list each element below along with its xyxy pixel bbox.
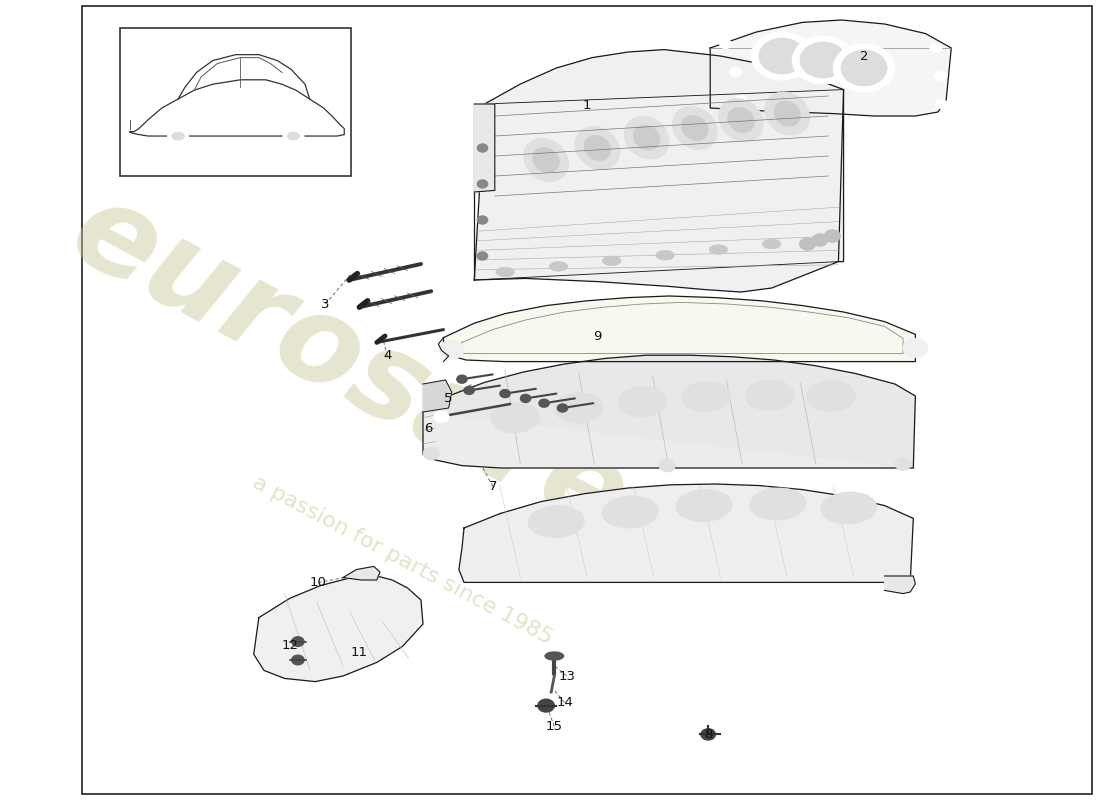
- Circle shape: [477, 144, 487, 152]
- Text: 10: 10: [310, 576, 327, 589]
- Text: 14: 14: [557, 696, 573, 709]
- Ellipse shape: [821, 492, 877, 524]
- Polygon shape: [884, 576, 915, 594]
- Circle shape: [477, 252, 487, 260]
- Circle shape: [434, 411, 449, 422]
- Circle shape: [842, 50, 888, 86]
- Circle shape: [935, 99, 947, 109]
- Polygon shape: [443, 296, 915, 362]
- Ellipse shape: [496, 267, 515, 277]
- Ellipse shape: [718, 98, 763, 142]
- Ellipse shape: [603, 256, 622, 266]
- Polygon shape: [424, 355, 915, 468]
- Ellipse shape: [618, 386, 667, 417]
- Ellipse shape: [554, 393, 604, 423]
- Ellipse shape: [745, 380, 794, 410]
- Circle shape: [735, 95, 747, 105]
- Text: 7: 7: [488, 480, 497, 493]
- Ellipse shape: [524, 138, 569, 182]
- Polygon shape: [474, 50, 844, 292]
- Ellipse shape: [682, 382, 730, 412]
- Ellipse shape: [682, 115, 708, 141]
- Ellipse shape: [675, 490, 733, 522]
- Circle shape: [751, 32, 813, 80]
- Ellipse shape: [528, 506, 584, 538]
- Circle shape: [759, 38, 805, 74]
- Ellipse shape: [167, 130, 188, 142]
- Ellipse shape: [491, 402, 540, 433]
- Circle shape: [729, 67, 743, 77]
- Text: 3: 3: [321, 298, 330, 310]
- Text: 6: 6: [424, 422, 432, 435]
- Polygon shape: [343, 566, 379, 580]
- Ellipse shape: [672, 106, 717, 150]
- Circle shape: [538, 699, 554, 712]
- Circle shape: [520, 394, 530, 402]
- Ellipse shape: [584, 135, 610, 161]
- Text: 12: 12: [282, 639, 298, 652]
- Ellipse shape: [710, 245, 727, 254]
- Text: 4: 4: [383, 350, 392, 362]
- Ellipse shape: [806, 381, 856, 411]
- Ellipse shape: [172, 132, 185, 140]
- Circle shape: [930, 43, 942, 53]
- Text: 1: 1: [583, 99, 592, 112]
- Circle shape: [792, 36, 854, 84]
- Text: eurosares: eurosares: [52, 171, 712, 597]
- Ellipse shape: [283, 130, 304, 142]
- Bar: [120, 28, 351, 176]
- Ellipse shape: [750, 488, 806, 520]
- Circle shape: [834, 44, 894, 92]
- Circle shape: [477, 216, 487, 224]
- Polygon shape: [424, 380, 452, 412]
- Circle shape: [499, 390, 510, 398]
- Ellipse shape: [602, 496, 659, 528]
- Ellipse shape: [546, 652, 563, 660]
- Circle shape: [456, 375, 468, 383]
- Circle shape: [894, 458, 911, 470]
- Polygon shape: [474, 104, 495, 192]
- Circle shape: [477, 180, 487, 188]
- Circle shape: [464, 386, 474, 394]
- Circle shape: [812, 234, 828, 246]
- Ellipse shape: [773, 101, 801, 126]
- Ellipse shape: [624, 116, 669, 159]
- Circle shape: [935, 71, 947, 81]
- Ellipse shape: [287, 132, 299, 140]
- Ellipse shape: [532, 147, 560, 173]
- Ellipse shape: [634, 125, 660, 150]
- Polygon shape: [254, 576, 424, 682]
- Circle shape: [439, 340, 464, 359]
- Circle shape: [292, 637, 304, 646]
- Circle shape: [903, 338, 927, 358]
- Circle shape: [824, 230, 840, 242]
- Ellipse shape: [549, 262, 568, 271]
- Text: 13: 13: [558, 670, 575, 682]
- Text: 2: 2: [860, 50, 868, 62]
- Polygon shape: [424, 355, 915, 468]
- Circle shape: [424, 447, 439, 460]
- Text: 8: 8: [704, 728, 713, 741]
- Ellipse shape: [656, 250, 674, 260]
- Ellipse shape: [762, 239, 781, 249]
- Text: a passion for parts since 1985: a passion for parts since 1985: [249, 472, 556, 648]
- Circle shape: [659, 459, 675, 472]
- Ellipse shape: [575, 126, 619, 170]
- Polygon shape: [711, 20, 952, 116]
- Text: 5: 5: [444, 392, 453, 405]
- Text: 15: 15: [546, 720, 563, 733]
- Circle shape: [292, 655, 304, 665]
- Polygon shape: [459, 484, 913, 582]
- Text: 9: 9: [593, 330, 602, 342]
- Circle shape: [719, 39, 732, 49]
- Circle shape: [558, 404, 568, 412]
- Circle shape: [800, 42, 846, 78]
- Circle shape: [800, 238, 816, 250]
- Ellipse shape: [764, 92, 810, 135]
- Text: 11: 11: [351, 646, 367, 658]
- Circle shape: [701, 729, 715, 740]
- Ellipse shape: [728, 107, 755, 133]
- Circle shape: [539, 399, 549, 407]
